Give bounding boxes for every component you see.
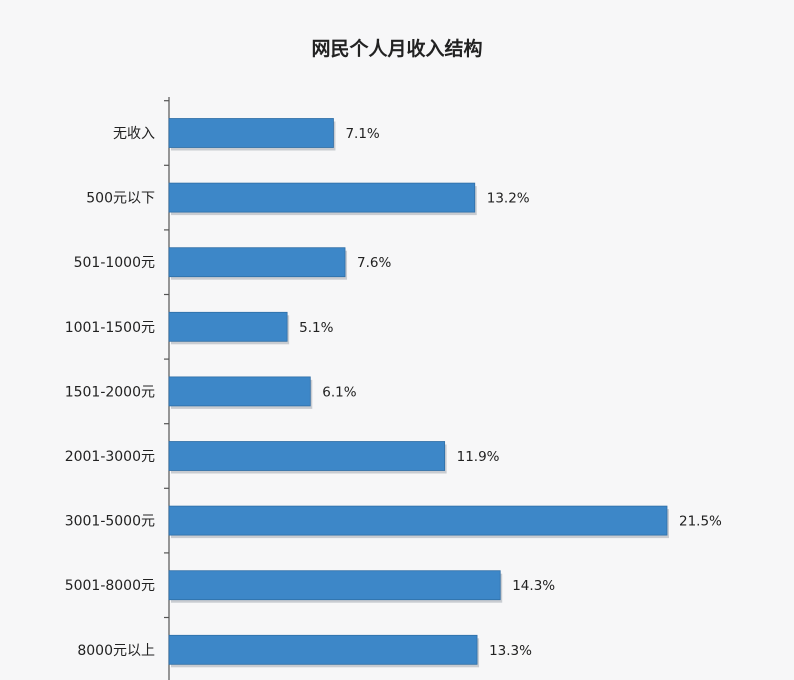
bar	[168, 570, 501, 601]
bar	[168, 441, 446, 471]
data-label: 14.3%	[512, 578, 555, 594]
bar	[168, 118, 334, 148]
y-tick-label: 8000元以上	[77, 643, 155, 659]
y-tick-label: 1001-1500元	[65, 320, 155, 336]
bar	[168, 311, 288, 342]
y-tick-label: 500元以下	[86, 191, 155, 207]
bar	[168, 376, 311, 407]
data-label: 7.1%	[345, 126, 379, 142]
bar	[168, 505, 668, 536]
y-tick-label: 无收入	[113, 126, 155, 142]
bar	[168, 247, 346, 278]
y-tick-label: 1501-2000元	[65, 384, 155, 400]
data-label: 13.3%	[489, 643, 532, 659]
chart-title: 网民个人月收入结构	[311, 38, 483, 60]
y-tick-label: 501-1000元	[74, 255, 155, 271]
data-label: 5.1%	[299, 320, 333, 336]
data-label: 13.2%	[487, 191, 530, 207]
bar	[168, 182, 476, 213]
data-label: 7.6%	[357, 255, 391, 271]
data-label: 11.9%	[457, 449, 500, 465]
y-tick-label: 3001-5000元	[65, 514, 155, 530]
data-label: 6.1%	[322, 384, 356, 400]
y-tick-label: 5001-8000元	[65, 578, 155, 594]
bar	[168, 634, 478, 665]
y-tick-label: 2001-3000元	[65, 449, 155, 465]
data-label: 21.5%	[679, 514, 722, 530]
